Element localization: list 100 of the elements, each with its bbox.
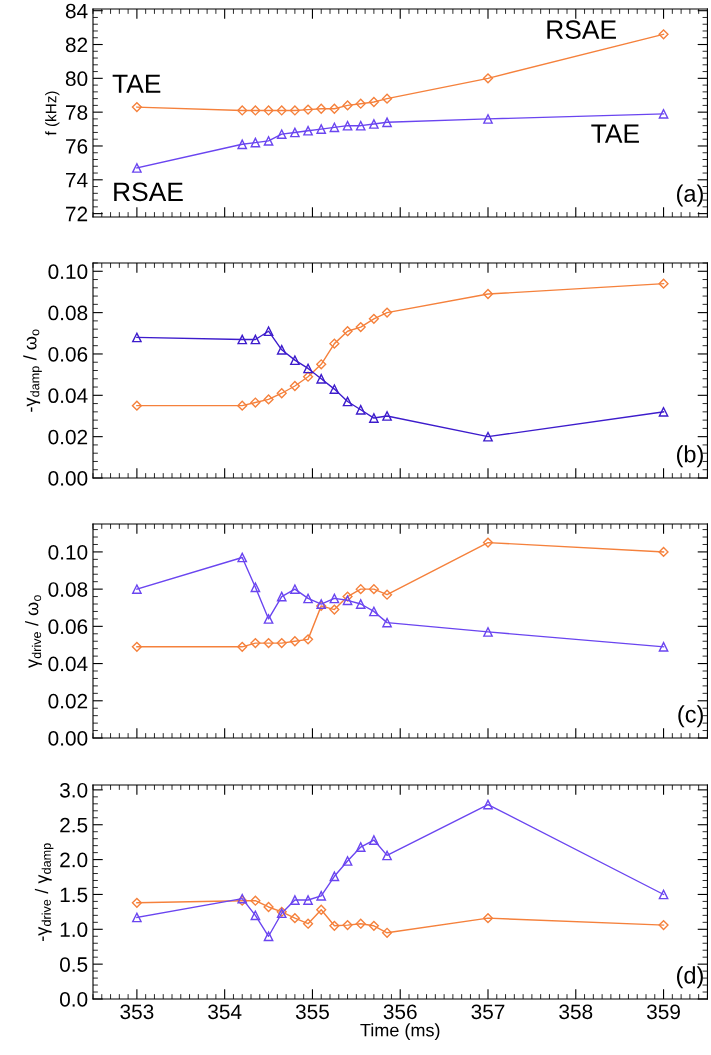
point <box>381 307 393 318</box>
point <box>658 889 669 900</box>
point <box>342 919 353 931</box>
point <box>237 400 248 411</box>
point <box>329 871 340 882</box>
point <box>250 910 261 921</box>
point <box>482 288 494 300</box>
point <box>342 326 353 337</box>
point <box>316 904 327 915</box>
point <box>329 593 340 604</box>
point <box>382 617 392 628</box>
point <box>355 918 366 929</box>
point <box>289 105 301 116</box>
x-tick-label: 357 <box>471 1004 505 1020</box>
x-tick-label: 356 <box>383 1004 417 1020</box>
point <box>237 334 248 345</box>
point <box>355 98 366 109</box>
point <box>342 856 353 866</box>
annotation: TAE <box>112 74 161 93</box>
point <box>658 29 669 40</box>
point <box>342 100 353 111</box>
y-tick-label: 0.08 <box>48 305 88 321</box>
y-tick-label: 0.02 <box>48 429 88 445</box>
point <box>250 137 261 148</box>
point <box>482 913 494 924</box>
point <box>289 913 301 924</box>
point <box>290 127 300 138</box>
y-axis-title: -γ$_{damp}$ / ω$_{o}$ <box>23 329 42 412</box>
point <box>276 105 287 116</box>
y-tick-label: 72 <box>66 206 88 222</box>
x-tick-label: 354 <box>208 1004 242 1020</box>
point <box>329 103 340 114</box>
point <box>132 332 142 343</box>
point <box>237 641 248 652</box>
point <box>276 637 287 649</box>
point <box>329 384 340 394</box>
y-tick-label: 2.0 <box>60 852 88 868</box>
y-tick-label: 2.5 <box>60 817 88 833</box>
y-tick-label: 1.5 <box>60 887 88 903</box>
point <box>131 641 143 652</box>
point <box>329 604 340 615</box>
y-tick-label: 0.10 <box>48 544 88 560</box>
point <box>303 593 313 604</box>
point <box>355 599 366 609</box>
point <box>483 431 493 442</box>
point <box>289 636 301 647</box>
point <box>381 927 393 938</box>
point <box>263 105 274 116</box>
point <box>658 278 669 289</box>
y-tick-label: 76 <box>66 138 88 154</box>
point <box>368 96 380 108</box>
point <box>342 396 353 407</box>
point <box>237 139 248 150</box>
point <box>250 105 261 116</box>
point <box>316 359 327 370</box>
y-tick-label: 1.0 <box>60 922 88 938</box>
point <box>132 584 142 594</box>
point <box>237 105 248 116</box>
point <box>302 918 314 929</box>
y-tick-label: 0.5 <box>59 957 88 972</box>
point <box>250 334 261 345</box>
y-tick-label: 3.0 <box>59 782 88 798</box>
y-tick-label: 78 <box>66 105 88 120</box>
point <box>381 589 393 600</box>
point <box>483 627 493 637</box>
y-tick-label: 84 <box>65 3 88 19</box>
point <box>316 124 327 134</box>
point <box>250 637 261 649</box>
y-tick-label: 0.06 <box>48 619 88 635</box>
point <box>290 584 300 594</box>
point <box>302 634 314 645</box>
point <box>250 895 261 906</box>
point <box>276 129 287 139</box>
point <box>263 394 274 405</box>
point <box>316 890 327 901</box>
annotation: TAE <box>591 124 639 143</box>
point <box>276 388 287 399</box>
y-axis-title: -γ$_{drive}$ / γ$_{damp}$ <box>34 843 54 941</box>
point <box>342 595 353 606</box>
point <box>303 363 313 374</box>
point <box>355 842 366 852</box>
x-tick-label: 353 <box>120 1004 154 1020</box>
point <box>289 380 301 392</box>
point <box>382 850 392 861</box>
x-tick-label: 355 <box>295 1004 329 1020</box>
point <box>342 120 353 131</box>
point <box>355 404 366 415</box>
y-tick-label: 0.00 <box>48 731 88 746</box>
y-tick-label: 0.08 <box>48 582 88 597</box>
annotation: (d) <box>676 966 703 989</box>
y-tick-label: 0.0 <box>59 992 88 1007</box>
point <box>263 901 274 913</box>
point <box>369 606 379 617</box>
point <box>290 355 300 366</box>
point <box>483 799 493 810</box>
point <box>237 552 248 563</box>
x-tick-label: 358 <box>559 1004 593 1020</box>
point <box>382 411 392 421</box>
point <box>658 641 669 652</box>
y-axis-title: γ$_{drive}$ / ω$_{o}$ <box>25 595 42 668</box>
